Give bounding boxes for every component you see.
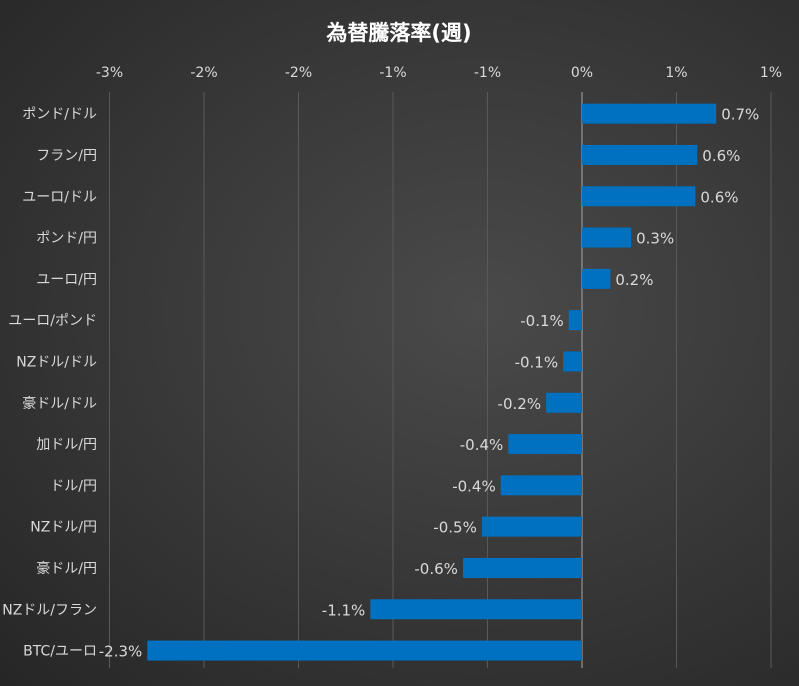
category-label: NZドル/フラン <box>2 602 97 618</box>
data-label: 0.2% <box>615 271 653 289</box>
data-label: -0.1% <box>520 312 564 330</box>
bar-12 <box>370 599 582 620</box>
x-tick-label: -1% <box>474 65 501 81</box>
category-label: フラン/円 <box>36 148 97 164</box>
category-label: NZドル/円 <box>30 520 97 536</box>
data-label: 0.3% <box>636 230 674 248</box>
bar-2 <box>582 186 696 207</box>
category-label: ポンド/ドル <box>22 107 97 123</box>
category-label: NZドル/ドル <box>16 354 97 370</box>
x-tick-label: 1% <box>760 65 782 81</box>
category-label: BTC/ユーロ <box>23 644 97 660</box>
bar-0 <box>582 103 717 124</box>
bar-5 <box>568 310 582 331</box>
data-label: 0.6% <box>700 188 738 206</box>
bar-6 <box>563 351 582 372</box>
x-tick-label: -2% <box>285 65 312 81</box>
data-label: -2.3% <box>99 643 143 661</box>
category-label: 豪ドル/ドル <box>22 396 97 412</box>
bar-13 <box>147 640 583 661</box>
category-label: ユーロ/ドル <box>22 189 97 205</box>
x-tick-label: 0% <box>571 65 593 81</box>
category-label: ユーロ/円 <box>36 272 97 288</box>
bar-4 <box>582 268 611 289</box>
data-label: -0.4% <box>460 436 504 454</box>
bar-11 <box>462 557 582 578</box>
data-label: -0.1% <box>515 353 559 371</box>
data-label: 0.6% <box>702 147 740 165</box>
bar-10 <box>481 516 582 537</box>
bar-9 <box>500 475 582 496</box>
bar-8 <box>508 434 582 455</box>
category-label: ポンド/円 <box>36 231 97 247</box>
x-tick-label: -2% <box>190 65 217 81</box>
bar-7 <box>546 392 582 413</box>
bar-3 <box>582 227 632 248</box>
data-label: -0.5% <box>433 519 477 537</box>
x-tick-label: -1% <box>379 65 406 81</box>
category-label: ユーロ/ポンド <box>8 313 97 329</box>
data-label: 0.7% <box>721 106 759 124</box>
category-label: 豪ドル/円 <box>36 561 97 577</box>
category-label: ドル/円 <box>50 478 97 494</box>
x-tick-label: -3% <box>96 65 123 81</box>
category-label: 加ドル/円 <box>36 437 97 453</box>
data-label: -0.6% <box>414 560 458 578</box>
bar-1 <box>582 144 698 165</box>
x-tick-label: 1% <box>665 65 687 81</box>
data-label: -0.2% <box>498 395 542 413</box>
chart-title: 為替騰落率(週) <box>326 21 471 45</box>
data-label: -0.4% <box>452 477 496 495</box>
data-label: -1.1% <box>322 601 366 619</box>
